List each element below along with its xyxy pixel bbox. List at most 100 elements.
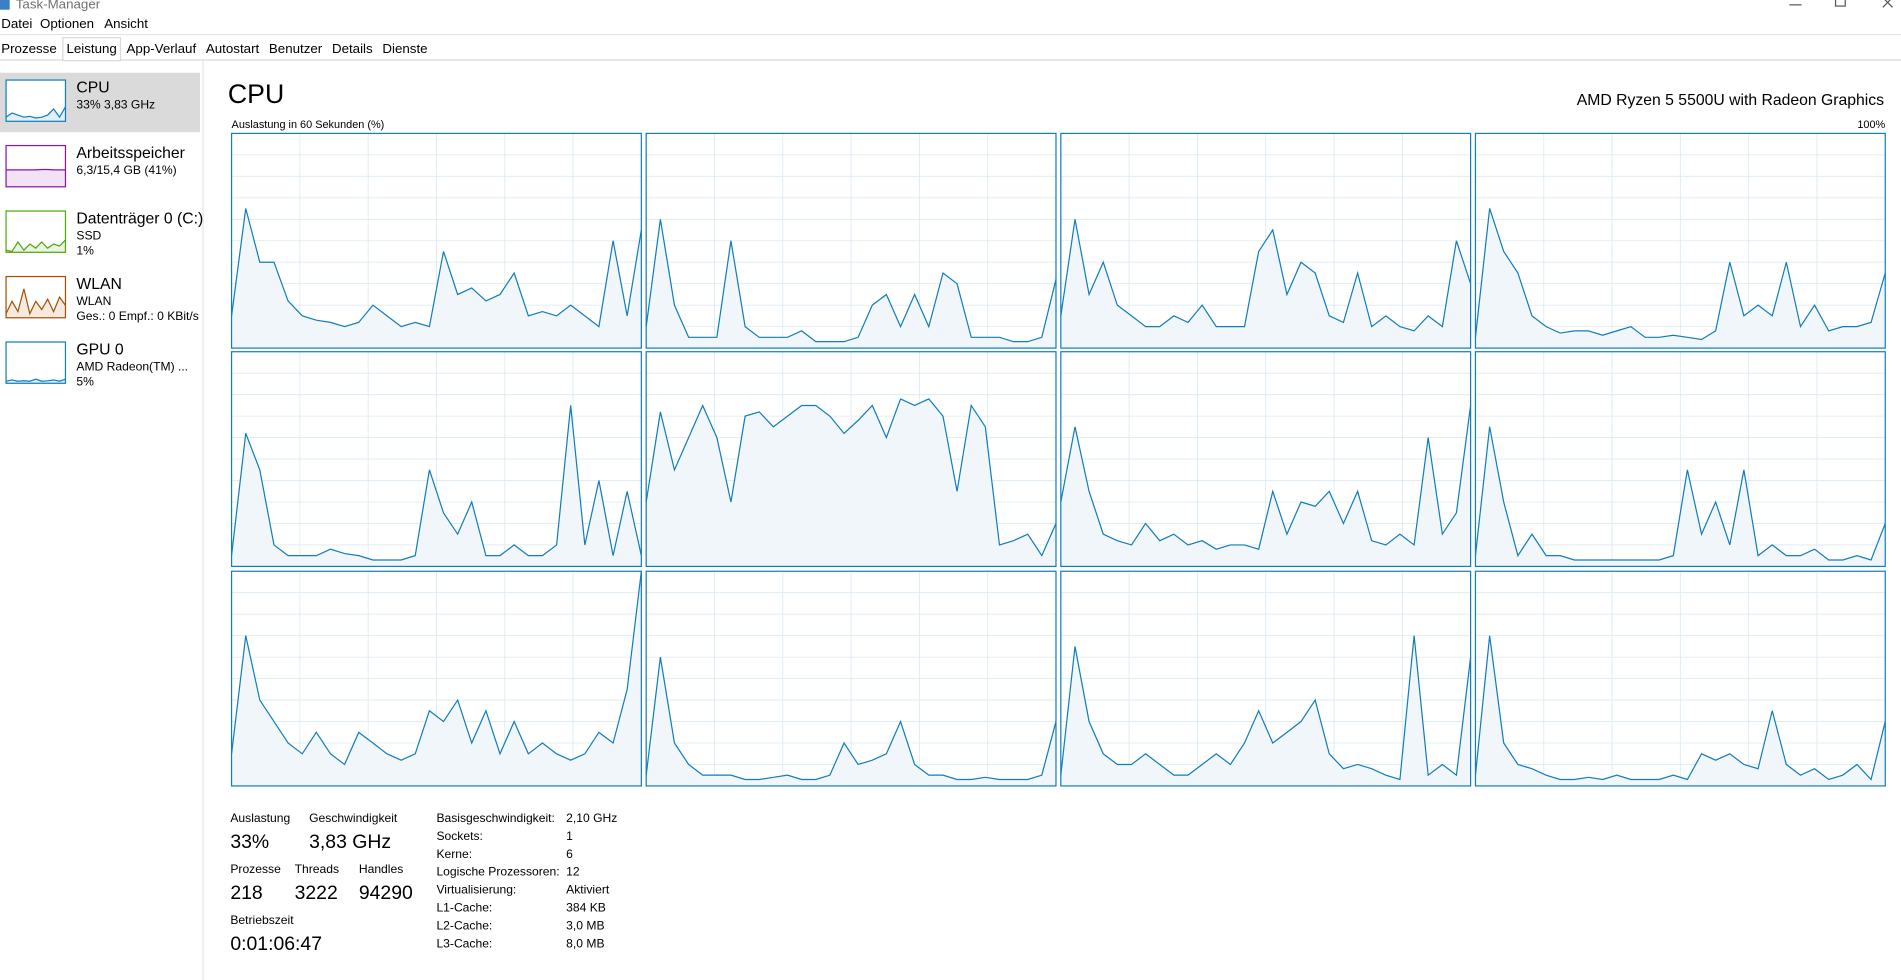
menu-item[interactable]: Optionen	[40, 16, 94, 31]
core-area	[646, 219, 1056, 349]
thumbnail-line	[5, 239, 66, 253]
core-line	[645, 657, 1057, 781]
sidebar-item-detail: 5%	[76, 374, 94, 388]
app-icon	[0, 0, 10, 10]
tab-selected-background	[62, 36, 122, 62]
stat-label: Handles	[359, 862, 403, 876]
spec-value: 384 KB	[566, 901, 606, 915]
sidebar-item-detail: WLAN	[76, 294, 111, 308]
core-area	[1060, 635, 1471, 786]
sidebar-item-detail: 33% 3,83 GHz	[76, 98, 155, 112]
core-line	[230, 571, 642, 766]
spec-label: Sockets:	[436, 829, 482, 843]
spec-label: L1-Cache:	[436, 901, 492, 915]
core-line	[1474, 426, 1886, 561]
stat-label: Auslastung	[230, 811, 290, 825]
sidebar-item-detail: SSD	[76, 229, 101, 243]
sidebar-item-detail: 1%	[76, 243, 94, 257]
thumbnail-line	[5, 106, 66, 119]
core-area	[231, 571, 642, 786]
tab[interactable]: App-Verlauf	[127, 41, 197, 56]
stat-label: Geschwindigkeit	[309, 811, 398, 825]
tab[interactable]: Leistung	[66, 41, 116, 56]
sidebar-item-detail: 6,3/15,4 GB (41%)	[76, 163, 176, 177]
spec-label: Basisgeschwindigkeit:	[436, 811, 554, 825]
spec-value: 3,0 MB	[566, 919, 604, 933]
sidebar-item-detail: Ges.: 0 Empf.: 0 KBit/s	[76, 309, 198, 323]
stat-value: 218	[230, 882, 262, 904]
core-graph-frame	[1474, 351, 1886, 568]
spec-label: Virtualisierung:	[436, 883, 516, 897]
sidebar-item-name[interactable]: GPU 0	[76, 342, 123, 359]
stat-value: 3222	[295, 882, 338, 904]
thumbnail-frame	[5, 341, 67, 384]
spec-value: 6	[566, 847, 573, 861]
menu-item[interactable]: Datei	[1, 16, 32, 31]
core-line	[1474, 208, 1886, 341]
core-area	[646, 398, 1056, 567]
menu-item[interactable]: Ansicht	[104, 16, 148, 31]
core-area	[1475, 208, 1886, 349]
tab[interactable]: Prozesse	[1, 41, 57, 56]
spec-value: Aktiviert	[566, 883, 610, 897]
core-graph-frame	[1474, 570, 1886, 787]
core-line	[1060, 405, 1472, 550]
core-area	[1475, 635, 1886, 786]
sidebar-item-name[interactable]: CPU	[76, 80, 109, 97]
thumbnail-area	[6, 288, 66, 318]
core-line	[1060, 635, 1472, 781]
graph-max-label: 100%	[1857, 119, 1885, 131]
thumbnail-line	[5, 288, 66, 316]
tab[interactable]: Dienste	[382, 41, 427, 56]
spec-value: 8,0 MB	[566, 937, 604, 951]
core-area	[646, 657, 1056, 786]
thumbnail-area	[6, 169, 66, 187]
core-graph-frame	[645, 570, 1057, 787]
stat-label: Betriebszeit	[230, 913, 294, 927]
spec-value: 2,10 GHz	[566, 811, 617, 825]
tab[interactable]: Autostart	[206, 41, 260, 56]
thumbnail-area	[6, 379, 66, 384]
cpu-title: CPU	[228, 79, 284, 109]
tab[interactable]: Benutzer	[269, 41, 323, 56]
core-graph-frame	[230, 351, 642, 568]
window-title: Task-Manager	[16, 0, 101, 11]
core-graph-frame	[230, 570, 642, 787]
spec-label: L2-Cache:	[436, 919, 492, 933]
sidebar-item-detail: AMD Radeon(TM) ...	[76, 360, 188, 374]
close-button[interactable]	[1882, 0, 1893, 8]
core-graph-frame	[230, 132, 642, 349]
maximize-button[interactable]	[1834, 0, 1846, 7]
stat-label: Threads	[295, 862, 339, 876]
tab[interactable]: Details	[332, 41, 373, 56]
graph-label: Auslastung in 60 Sekunden (%)	[232, 119, 385, 131]
core-area	[231, 405, 642, 567]
stat-value: 0:01:06:47	[230, 933, 322, 955]
spec-label: Logische Prozessoren:	[436, 865, 559, 879]
core-graph-frame	[645, 351, 1057, 568]
core-line	[230, 208, 642, 328]
core-graph-frame	[1474, 132, 1886, 349]
stat-value: 3,83 GHz	[309, 831, 391, 853]
core-line	[1060, 219, 1472, 332]
core-line	[230, 405, 642, 561]
thumbnail-frame	[5, 275, 67, 319]
core-area	[1060, 405, 1471, 567]
spec-value: 12	[566, 865, 580, 879]
core-line	[1474, 635, 1886, 781]
stat-value: 94290	[359, 882, 413, 904]
thumbnail-area	[6, 239, 66, 253]
stat-value: 33%	[230, 831, 269, 853]
core-area	[1060, 219, 1471, 349]
sidebar-item-name[interactable]: WLAN	[76, 276, 122, 293]
spec-value: 1	[566, 829, 573, 843]
spec-label: Kerne:	[436, 847, 472, 861]
sidebar-item-name[interactable]: Arbeitsspeicher	[76, 145, 185, 162]
core-graph-frame	[1060, 570, 1472, 787]
sidebar-item-name[interactable]: Datenträger 0 (C:)	[76, 211, 203, 228]
core-graph-frame	[1060, 132, 1472, 349]
core-graph-frame	[1060, 351, 1472, 568]
core-line	[645, 398, 1057, 557]
